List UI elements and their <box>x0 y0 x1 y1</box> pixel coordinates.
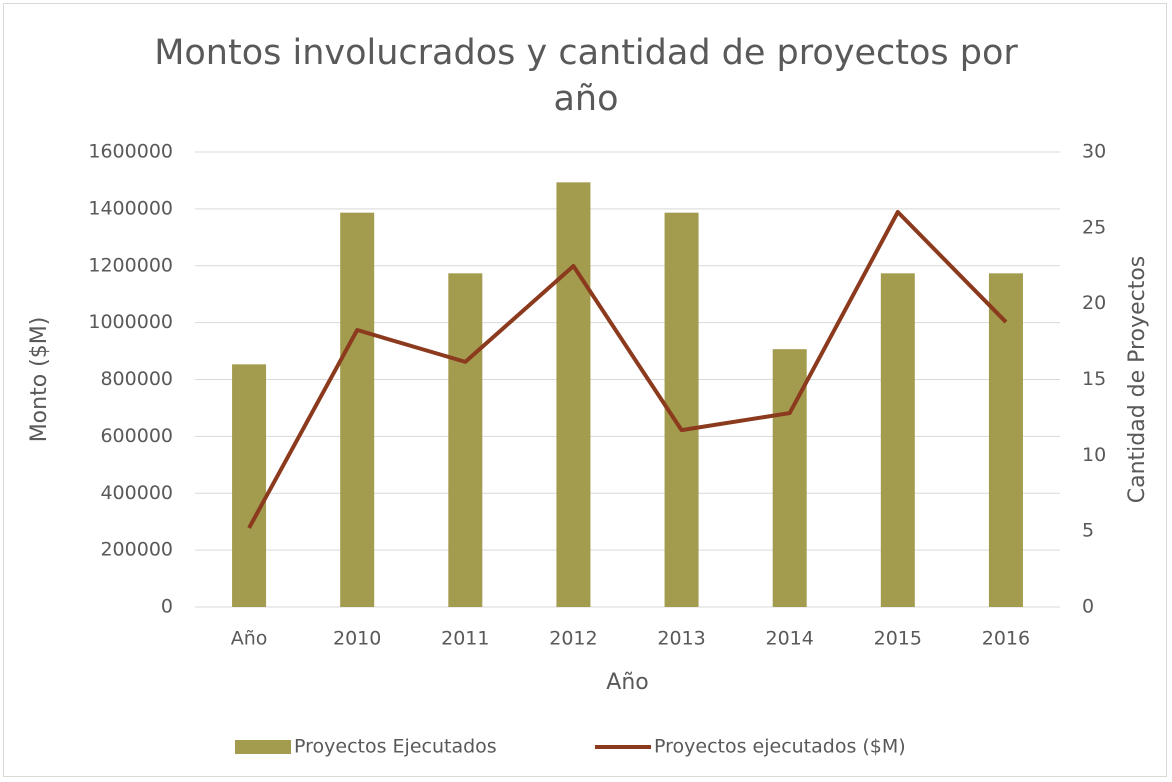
bar <box>880 273 915 607</box>
legend-label: Proyectos ejecutados ($M) <box>654 736 906 758</box>
y2-tick-label: 0 <box>1082 596 1094 618</box>
x-axis-label: Año <box>606 670 648 695</box>
chart-frame <box>3 3 1167 777</box>
x-tick-label: 2010 <box>333 628 381 650</box>
y-axis-label: Monto ($M) <box>27 317 52 443</box>
y-tick-label: 1000000 <box>88 311 173 333</box>
bar <box>340 212 375 607</box>
y2-tick-label: 20 <box>1082 292 1106 314</box>
y-tick-label: 600000 <box>100 425 173 447</box>
chart-title: Montos involucrados y cantidad de proyec… <box>154 33 1018 119</box>
y2-tick-label: 30 <box>1082 141 1106 163</box>
x-tick-label: 2015 <box>874 628 922 650</box>
x-tick-label: Año <box>231 628 268 650</box>
y2-tick-label: 5 <box>1082 520 1094 542</box>
line <box>247 210 1008 529</box>
y-tick-label: 800000 <box>100 368 173 390</box>
bar <box>556 182 591 608</box>
y-tick-label: 1400000 <box>88 197 173 219</box>
bar <box>232 364 267 607</box>
x-tick-label: 2013 <box>657 628 705 650</box>
x-tick-label: 2014 <box>766 628 814 650</box>
y-tick-label: 400000 <box>100 482 173 504</box>
legend-label: Proyectos Ejecutados <box>294 736 497 758</box>
legend-swatch <box>235 740 291 754</box>
x-tick-label: 2011 <box>441 628 489 650</box>
bar <box>448 273 483 607</box>
y-tick-label: 200000 <box>100 539 173 561</box>
y-tick-label: 1200000 <box>88 254 173 276</box>
y-tick-label: 0 <box>161 596 173 618</box>
y2-tick-label: 10 <box>1082 444 1106 466</box>
x-tick-label: 2012 <box>549 628 597 650</box>
bar <box>988 273 1023 607</box>
y-tick-label: 1600000 <box>88 141 173 163</box>
y2-tick-label: 25 <box>1082 216 1106 238</box>
x-tick-label: 2016 <box>982 628 1030 650</box>
y2-axis-label: Cantidad de Proyectos <box>1125 256 1150 504</box>
y2-tick-label: 15 <box>1082 368 1106 390</box>
